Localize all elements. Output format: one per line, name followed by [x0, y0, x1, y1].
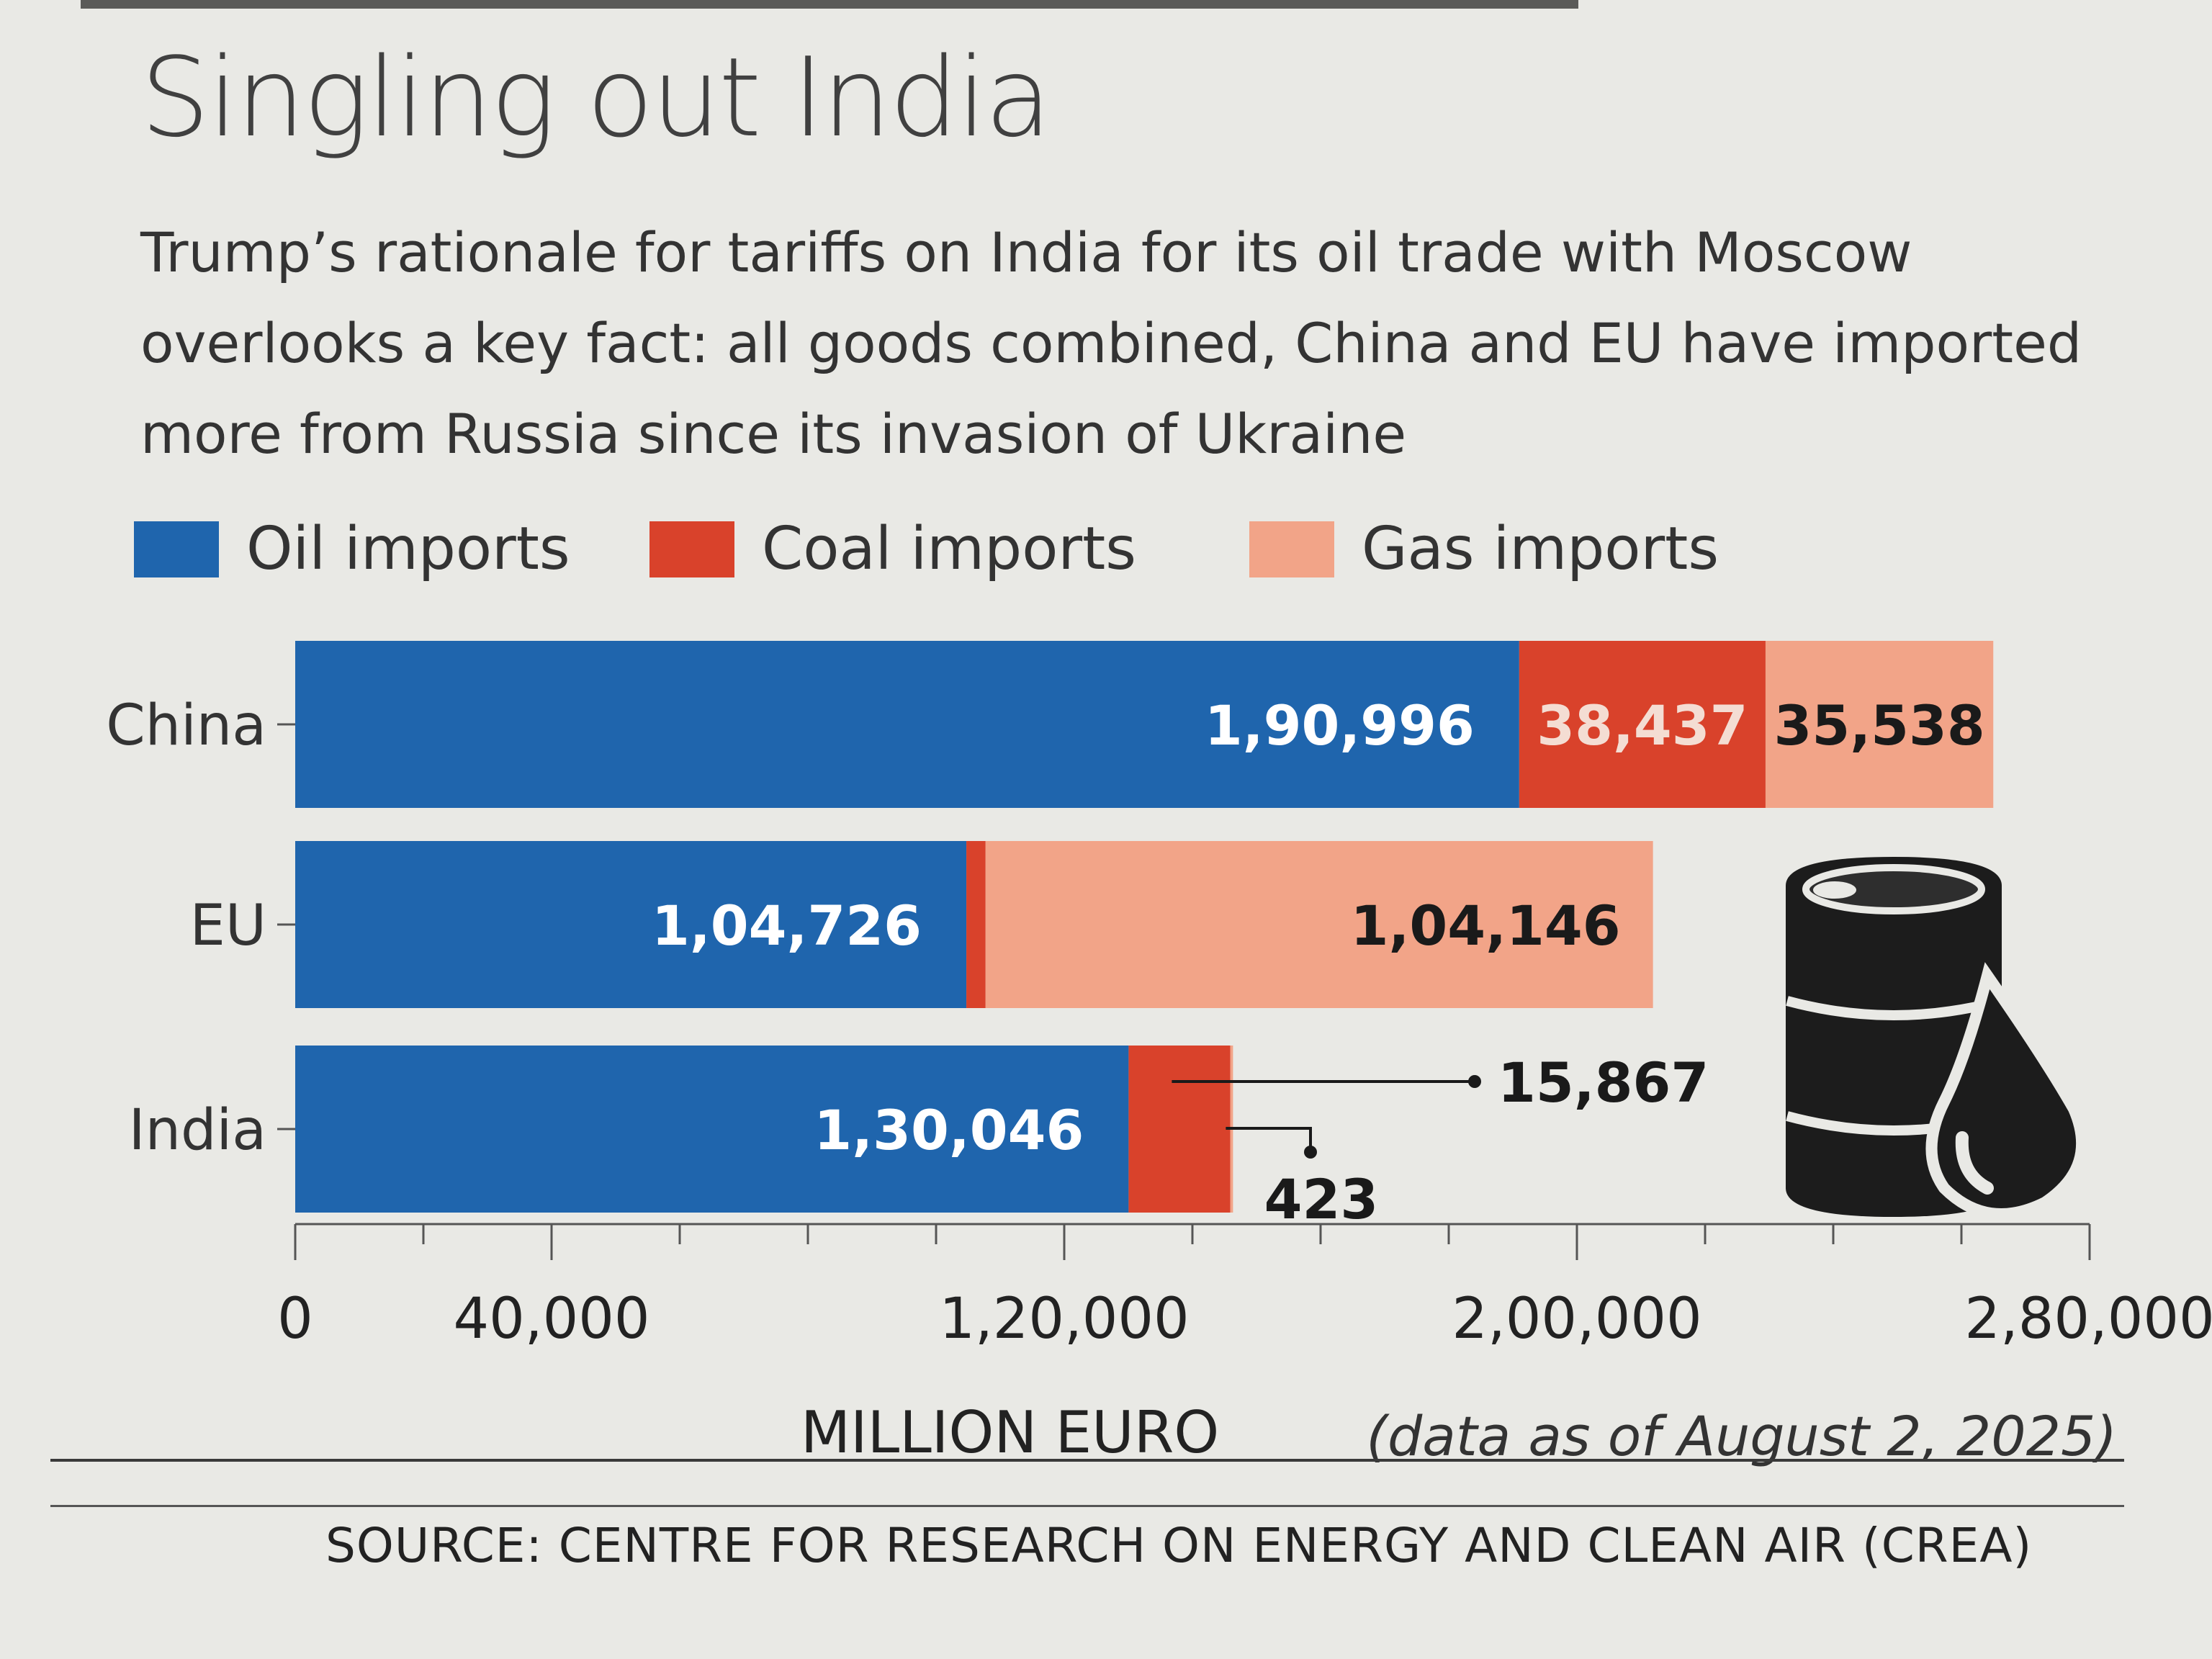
bar-china-gas [1765, 641, 1994, 808]
bar-eu-oil [295, 841, 967, 1008]
oil-barrel-drop-icon [1786, 857, 2088, 1220]
legend-label-oil: Oil imports [246, 515, 570, 583]
data-label-china-gas: 35,538 [1773, 693, 1984, 757]
x-tick-label: 0 [277, 1287, 313, 1352]
bar-china-coal [1519, 641, 1766, 808]
legend-label-gas: Gas imports [1362, 515, 1719, 583]
x-tick-label: 2,80,000 [1964, 1287, 2212, 1352]
callout-line-india-gas [1226, 1127, 1312, 1150]
legend: Oil imports Coal imports Gas imports [0, 515, 2212, 587]
callout-dot-india-gas [1304, 1146, 1317, 1159]
top-rule [81, 0, 1578, 9]
data-label-eu-oil: 1,04,726 [652, 894, 922, 958]
bar-eu-gas [985, 841, 1653, 1008]
category-label-eu: EU [190, 894, 266, 958]
category-label-china: China [106, 693, 266, 758]
source-credit: SOURCE: CENTRE FOR RESEARCH ON ENERGY AN… [325, 1518, 2033, 1573]
legend-swatch-oil [134, 521, 219, 577]
data-date-note: (data as of August 2, 2025) [1366, 1404, 2117, 1468]
x-axis-title: MILLION EURO [801, 1399, 1220, 1466]
bar-india-oil [295, 1046, 1129, 1213]
bar-india-coal [1128, 1046, 1231, 1213]
legend-item-oil: Oil imports [134, 515, 570, 583]
x-tick-label: 40,000 [454, 1287, 650, 1352]
category-label-india: India [129, 1098, 266, 1163]
legend-item-coal: Coal imports [649, 515, 1136, 583]
data-label-india-oil: 1,30,046 [814, 1098, 1084, 1162]
bar-china-oil [295, 641, 1519, 808]
legend-swatch-gas [1249, 521, 1334, 577]
chart-subtitle: Trump’s rationale for tariffs on India f… [140, 220, 2082, 466]
data-label-china-oil: 1,90,996 [1205, 693, 1475, 757]
x-tick-label: 1,20,000 [939, 1287, 1189, 1352]
callout-dot-india-coal [1468, 1075, 1481, 1088]
data-label-india-coal: 15,867 [1498, 1051, 1709, 1115]
footer-rule-top [50, 1459, 2124, 1462]
legend-label-coal: Coal imports [762, 515, 1136, 583]
bar-eu-coal [966, 841, 986, 1008]
legend-swatch-coal [649, 521, 734, 577]
data-label-eu-gas: 1,04,146 [1351, 894, 1621, 958]
chart-title: Singling out India [140, 34, 1052, 161]
footer-rule-bottom [50, 1505, 2124, 1507]
legend-item-gas: Gas imports [1249, 515, 1719, 583]
x-tick-label: 2,00,000 [1452, 1287, 1701, 1352]
data-label-india-gas: 423 [1264, 1167, 1379, 1231]
data-label-china-coal: 38,437 [1537, 693, 1748, 757]
